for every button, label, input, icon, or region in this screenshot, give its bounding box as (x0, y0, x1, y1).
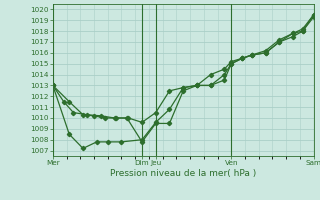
X-axis label: Pression niveau de la mer( hPa ): Pression niveau de la mer( hPa ) (110, 169, 256, 178)
